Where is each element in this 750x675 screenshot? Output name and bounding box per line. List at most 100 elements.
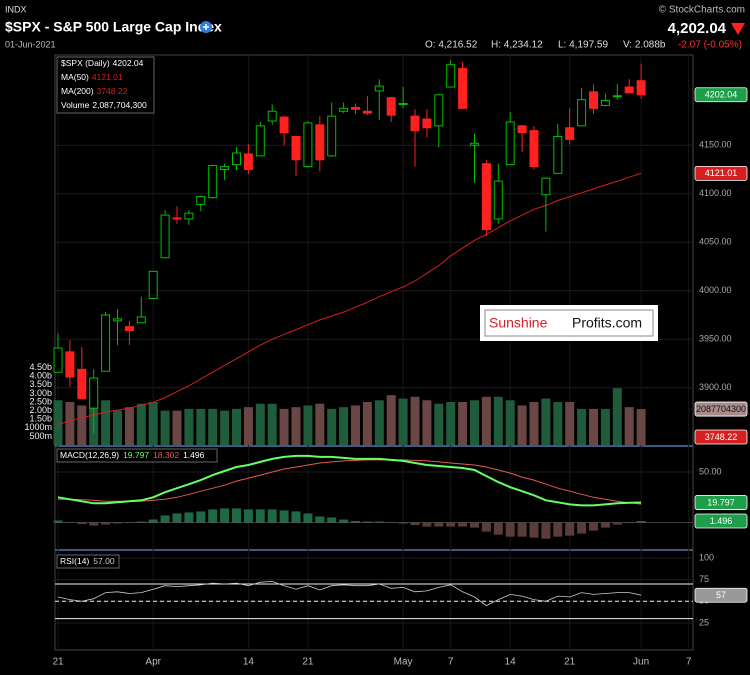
volume-tick-label: 1.50b — [29, 414, 52, 424]
x-tick-label: 21 — [52, 657, 64, 668]
volume-bar — [136, 403, 146, 445]
volume-bar — [458, 401, 468, 445]
candle-body — [220, 166, 230, 170]
candle-body — [196, 196, 206, 205]
volume-bar — [291, 407, 301, 445]
candle-body — [255, 125, 265, 157]
histogram-bar — [291, 511, 301, 523]
legend-value: 4202.04 — [113, 58, 144, 68]
histogram-bar — [89, 522, 99, 526]
candle-body — [624, 86, 634, 94]
open-price: O: 4,216.52 — [425, 40, 478, 51]
x-tick-label: 7 — [686, 657, 692, 668]
candle-body — [600, 100, 610, 106]
histogram-bar — [636, 521, 646, 523]
histogram-bar — [446, 522, 456, 527]
y-tick-label: 4100.00 — [699, 188, 732, 198]
y-tick-label: 3900.00 — [699, 382, 732, 392]
volume-bar — [148, 401, 158, 445]
histogram-bar — [410, 522, 420, 526]
legend-name: RSI(14) — [60, 556, 89, 566]
candle-body — [113, 318, 122, 322]
candle-body — [53, 347, 63, 373]
histogram-bar — [589, 522, 598, 531]
volume-bar — [529, 401, 539, 445]
volume-tag: 2087704300 — [696, 404, 746, 414]
volume-tick-label: 3.50b — [29, 379, 52, 389]
candle-body — [160, 214, 170, 259]
macd-line — [57, 454, 642, 507]
x-tick-label: Jun — [633, 657, 649, 668]
candle-body — [362, 110, 372, 114]
price-tag: 4202.04 — [705, 90, 738, 100]
volume-tick-label: 4.50b — [29, 362, 52, 372]
candle-body — [77, 368, 87, 399]
volume-bar — [493, 396, 503, 445]
volume-bar — [362, 401, 372, 445]
volume-bar — [279, 408, 289, 445]
macd-tag: 1.496 — [710, 516, 733, 526]
price-change: -2.07 (-0.05%) — [678, 40, 742, 51]
volume-bar — [232, 408, 241, 445]
candle-body — [124, 326, 134, 332]
histogram-bar — [600, 522, 610, 528]
copyright: © StockCharts.com — [659, 5, 745, 16]
histogram-bar — [422, 522, 432, 527]
volume-tick-label: 4.00b — [29, 371, 52, 381]
histogram-bar — [612, 522, 622, 525]
histogram-bar — [339, 519, 349, 523]
histogram-bar — [220, 508, 230, 523]
candle-body — [481, 163, 491, 231]
y-tick-label: 4150.00 — [699, 140, 732, 150]
y-tick-label: 4000.00 — [699, 285, 732, 295]
volume-bar — [374, 400, 384, 445]
candle-body — [303, 122, 313, 168]
down-arrow — [731, 23, 745, 35]
y-tick-label: 100 — [699, 552, 714, 562]
volume-bar — [113, 410, 122, 445]
histogram-bar — [493, 522, 503, 535]
histogram-bar — [53, 520, 63, 523]
histogram-bar — [148, 519, 158, 523]
candle-body — [458, 68, 468, 109]
candle-body — [208, 165, 218, 199]
legend-name: MACD(12,26,9) — [60, 450, 119, 460]
volume-tag-box — [694, 401, 748, 417]
histogram-bar — [243, 509, 253, 523]
candle-body — [505, 121, 515, 166]
histogram-bar — [196, 511, 206, 523]
candle-body — [612, 95, 622, 98]
volume-bar — [255, 403, 265, 445]
volume-bar — [220, 410, 230, 445]
histogram-bar — [529, 522, 539, 538]
y-tick-label: 25 — [699, 617, 709, 627]
volume-bar — [172, 410, 182, 445]
candle-body — [243, 153, 253, 170]
legend-entry: MA(50) 4121.01 — [61, 72, 123, 82]
candle-body — [386, 97, 396, 116]
legend-value: 57.00 — [93, 556, 115, 566]
volume-bar — [124, 407, 134, 445]
histogram-bar — [184, 512, 194, 523]
watermark-text: Sunshine — [489, 315, 548, 331]
histogram-bar — [255, 509, 265, 523]
volume-bar — [589, 408, 598, 445]
rsi-tag-box — [694, 587, 748, 603]
rsi-line — [57, 580, 642, 607]
volume-bar — [410, 396, 420, 445]
candle-body — [493, 180, 503, 220]
histogram-bar — [267, 509, 277, 523]
macd-tag-box — [694, 495, 748, 510]
histogram-bar — [315, 516, 325, 523]
chart-title: $SPX - S&P 500 Large Cap Index — [5, 19, 222, 35]
x-tick-label: 21 — [564, 657, 576, 668]
moving-average-line — [57, 172, 642, 426]
price-tag-box — [694, 165, 748, 181]
volume-bar — [327, 408, 337, 445]
candle-body — [636, 80, 646, 96]
candle-body — [422, 118, 432, 129]
histogram-bar — [458, 522, 468, 527]
candle-body — [339, 107, 349, 112]
candle-body — [267, 110, 277, 122]
